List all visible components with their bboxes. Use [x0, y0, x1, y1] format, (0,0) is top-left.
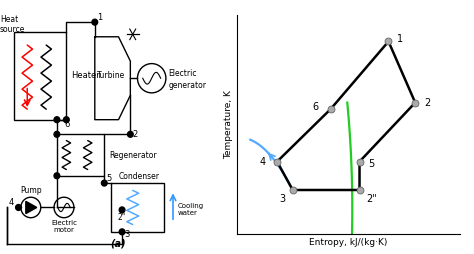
Text: 4: 4: [9, 198, 14, 207]
Text: Condenser: Condenser: [118, 172, 159, 181]
Text: Heater: Heater: [71, 71, 100, 80]
Text: Pump: Pump: [20, 186, 42, 195]
Text: 1: 1: [397, 34, 403, 44]
Text: Electric
motor: Electric motor: [51, 220, 77, 233]
Circle shape: [92, 19, 98, 25]
Text: (a): (a): [111, 239, 126, 249]
Text: Heat
source: Heat source: [0, 15, 26, 34]
Text: generator: generator: [168, 81, 206, 90]
Text: 5: 5: [368, 159, 374, 169]
Text: 3: 3: [279, 194, 285, 204]
Circle shape: [54, 131, 60, 137]
Text: 2": 2": [366, 194, 377, 204]
Bar: [111, 183, 164, 232]
Y-axis label: Temperature, K: Temperature, K: [224, 90, 233, 159]
Circle shape: [101, 180, 107, 186]
Text: 6: 6: [313, 102, 319, 112]
Circle shape: [16, 204, 21, 210]
Bar: [14, 32, 66, 120]
Text: Turbine: Turbine: [97, 71, 126, 80]
Polygon shape: [26, 201, 37, 214]
Text: 4: 4: [259, 157, 265, 167]
Circle shape: [54, 173, 60, 179]
Text: 2": 2": [117, 213, 126, 222]
Text: 2: 2: [424, 98, 430, 108]
Text: 5: 5: [107, 174, 112, 183]
Circle shape: [128, 131, 133, 137]
Circle shape: [119, 229, 125, 235]
Text: Electric: Electric: [168, 69, 197, 78]
Circle shape: [119, 207, 125, 213]
Bar: [57, 134, 104, 176]
Text: 3: 3: [124, 230, 130, 239]
Text: Regenerator: Regenerator: [109, 151, 156, 160]
X-axis label: Entropy, kJ/(kg·K): Entropy, kJ/(kg·K): [309, 238, 388, 247]
Text: 6: 6: [64, 120, 69, 129]
Circle shape: [64, 117, 69, 123]
Circle shape: [54, 117, 60, 123]
Text: Cooling
water: Cooling water: [178, 203, 204, 216]
Text: 2: 2: [133, 130, 138, 139]
Text: 1: 1: [97, 13, 102, 22]
